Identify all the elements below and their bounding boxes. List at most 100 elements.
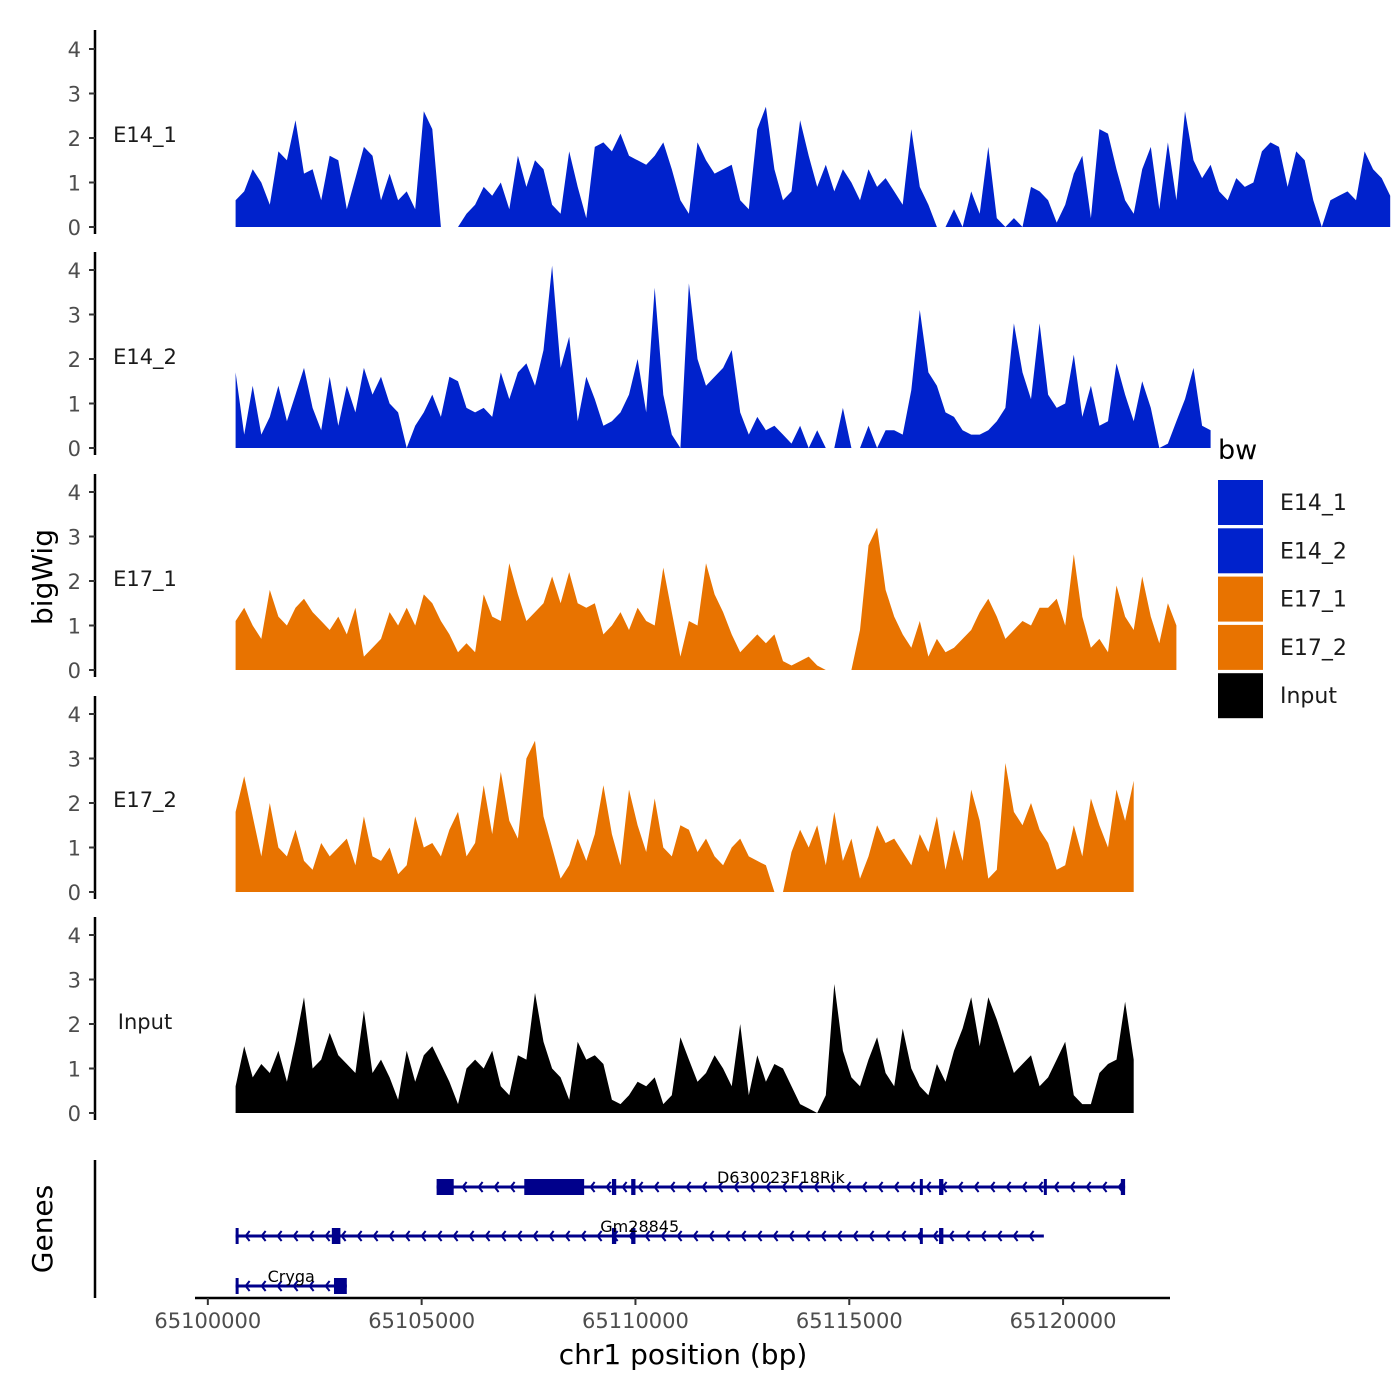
strand-chevron (820, 1230, 827, 1242)
legend-label: E14_1 (1280, 491, 1347, 516)
strand-chevron (605, 1181, 612, 1193)
gene-exon (631, 1228, 636, 1244)
y-tick-label: 1 (68, 615, 81, 639)
legend-title: bw (1218, 435, 1257, 466)
y-tick-label: 4 (68, 38, 81, 62)
y-tick-label: 2 (68, 127, 81, 151)
strand-chevron (692, 1230, 699, 1242)
strand-chevron (493, 1181, 500, 1193)
y-tick-label: 4 (68, 259, 81, 283)
x-tick-label: 65115000 (796, 1309, 903, 1333)
legend-swatch (1218, 480, 1263, 525)
strand-chevron (973, 1181, 980, 1193)
strand-chevron (1037, 1181, 1044, 1193)
x-tick-label: 65105000 (368, 1309, 475, 1333)
strand-chevron (724, 1230, 731, 1242)
strand-chevron (500, 1230, 507, 1242)
strand-chevron (1028, 1230, 1035, 1242)
strand-chevron (1069, 1181, 1076, 1193)
x-tick-label: 65100000 (154, 1309, 261, 1333)
strand-chevron (276, 1230, 283, 1242)
strand-chevron (932, 1230, 939, 1242)
strand-chevron (292, 1280, 299, 1292)
y-tick-label: 0 (68, 881, 81, 905)
gene-label: Cryga (268, 1267, 315, 1286)
strand-chevron (644, 1230, 651, 1242)
coverage-area-e17-1 (235, 527, 1177, 670)
strand-chevron (516, 1230, 523, 1242)
strand-chevron (564, 1230, 571, 1242)
strand-chevron (621, 1181, 628, 1193)
legend-swatch (1218, 673, 1263, 719)
strand-chevron (765, 1181, 772, 1193)
strand-chevron (637, 1181, 644, 1193)
strand-chevron (813, 1181, 820, 1193)
strand-chevron (292, 1230, 299, 1242)
y-tick-label: 3 (68, 748, 81, 772)
strand-chevron (340, 1230, 347, 1242)
coverage-area-input (235, 984, 1134, 1113)
strand-chevron (925, 1181, 932, 1193)
strand-chevron (356, 1230, 363, 1242)
strand-chevron (1101, 1181, 1108, 1193)
legend-swatch (1218, 576, 1263, 622)
y-tick-label: 3 (68, 526, 81, 550)
strand-chevron (260, 1230, 267, 1242)
strand-chevron (772, 1230, 779, 1242)
strand-chevron (548, 1230, 555, 1242)
strand-chevron (1085, 1181, 1092, 1193)
legend-label: E17_1 (1280, 588, 1347, 613)
strand-chevron (1005, 1181, 1012, 1193)
gene-exon (333, 1278, 347, 1294)
legend-swatch (1218, 624, 1263, 670)
y-tick-label: 4 (68, 481, 81, 505)
y-tick-label: 3 (68, 969, 81, 993)
strand-chevron (788, 1230, 795, 1242)
y-tick-label: 3 (68, 83, 81, 107)
y-tick-label: 3 (68, 304, 81, 328)
strand-chevron (884, 1230, 891, 1242)
strand-chevron (477, 1181, 484, 1193)
y-tick-label: 1 (68, 1058, 81, 1082)
y-tick-label: 1 (68, 172, 81, 196)
strand-chevron (372, 1230, 379, 1242)
track-label: E17_2 (113, 788, 177, 813)
legend-label: E14_2 (1280, 539, 1347, 564)
strand-chevron (877, 1181, 884, 1193)
gene-exon (524, 1179, 585, 1195)
strand-chevron (468, 1230, 475, 1242)
y-tick-label: 2 (68, 1013, 81, 1037)
strand-chevron (461, 1181, 468, 1193)
strand-chevron (660, 1230, 667, 1242)
strand-chevron (589, 1181, 596, 1193)
strand-chevron (452, 1230, 459, 1242)
strand-chevron (1053, 1181, 1060, 1193)
strand-chevron (804, 1230, 811, 1242)
strand-chevron (244, 1230, 251, 1242)
y-tick-label: 1 (68, 393, 81, 417)
strand-chevron (404, 1230, 411, 1242)
strand-chevron (964, 1230, 971, 1242)
strand-chevron (733, 1181, 740, 1193)
strand-chevron (749, 1181, 756, 1193)
strand-chevron (708, 1230, 715, 1242)
y-tick-label: 0 (68, 216, 81, 240)
strand-chevron (900, 1230, 907, 1242)
gene-exon (1120, 1179, 1126, 1195)
strand-chevron (868, 1230, 875, 1242)
gene-label: Gm28845 (600, 1217, 679, 1236)
strand-chevron (653, 1181, 660, 1193)
strand-chevron (845, 1181, 852, 1193)
strand-chevron (980, 1230, 987, 1242)
y-tick-label: 0 (68, 659, 81, 683)
gene-label: D630023F18Rik (717, 1168, 846, 1187)
y-axis-title: bigWig (26, 529, 59, 625)
strand-chevron (509, 1181, 516, 1193)
strand-chevron (324, 1280, 331, 1292)
legend-swatch (1218, 528, 1263, 574)
strand-chevron (797, 1181, 804, 1193)
strand-chevron (388, 1230, 395, 1242)
gene-exon (235, 1228, 239, 1244)
strand-chevron (324, 1230, 331, 1242)
